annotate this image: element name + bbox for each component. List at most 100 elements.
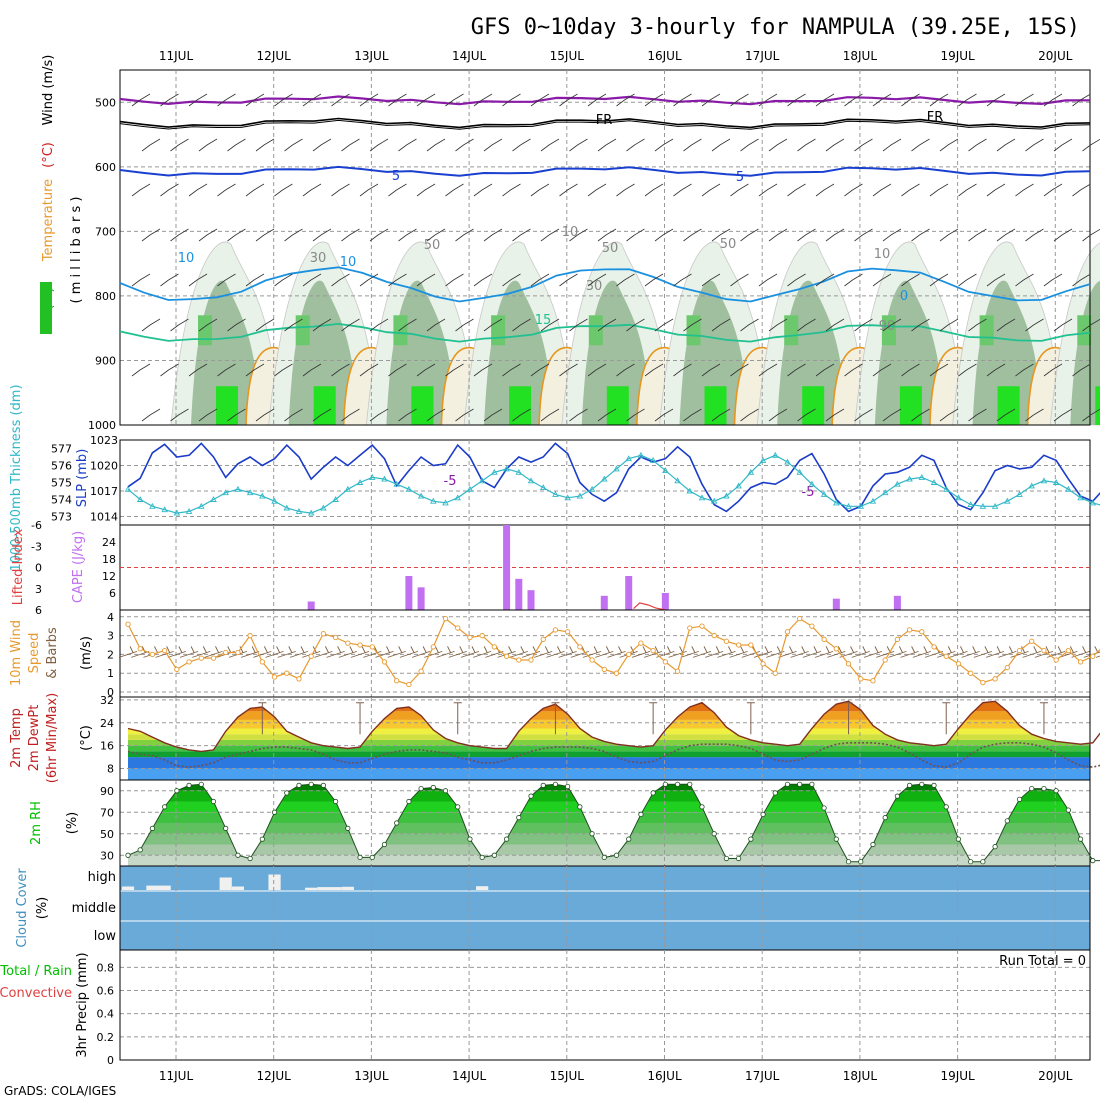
rh-marker (638, 811, 644, 818)
wind-barb (521, 646, 541, 658)
wind-barb (863, 646, 883, 658)
wind-barb (388, 363, 407, 377)
wind-barb (1053, 138, 1073, 152)
high-cloud-bar (476, 886, 489, 890)
wind-barb (483, 408, 503, 422)
wind-speed-marker (735, 642, 742, 648)
wind-speed-marker (406, 681, 412, 688)
thickness-marker (930, 479, 938, 485)
lifted-index-label: Lifted Index (11, 528, 26, 605)
precip-unit-label: 3hr Precip (mm) (75, 952, 90, 1057)
wind-barb (1043, 273, 1063, 287)
wind-barb (740, 318, 759, 332)
thickness-marker (161, 506, 168, 513)
min-max-marker (746, 702, 755, 735)
rh-shade (216, 386, 238, 425)
wind-barb (170, 408, 189, 422)
thickness-marker (918, 473, 926, 480)
temperature-tick: 16 (100, 740, 114, 753)
wind-speed-marker (296, 676, 302, 682)
wind-barb (160, 183, 179, 197)
contour-label: 50 (424, 238, 441, 253)
wind-barb (901, 363, 920, 377)
top-day-label: 16JUL (647, 49, 682, 63)
rh-shade (509, 386, 532, 425)
wind-barb (530, 273, 550, 287)
temperature-panel: 32 24 16 8 2m Temp 2m DewPt (6hr Min/Max) (°C) (9, 693, 1100, 783)
contour-label: 5 (392, 169, 400, 184)
wind-barb (160, 93, 179, 107)
wind-barb (483, 138, 503, 152)
wind-speed-marker (845, 661, 852, 667)
rh-marker (198, 781, 204, 787)
rh-marker (1053, 788, 1059, 794)
wind-barb (473, 183, 493, 197)
thickness-marker (857, 502, 865, 509)
wind-speed-marker (626, 651, 632, 658)
wind-barb (227, 138, 246, 152)
wind-barb (512, 228, 531, 242)
wind-barb (597, 138, 617, 152)
thickness-marker (1028, 482, 1035, 489)
wind-barb (717, 646, 736, 658)
wind-barb (341, 318, 360, 332)
thickness-marker (149, 502, 156, 509)
wind-barb (730, 93, 749, 107)
thickness-marker (674, 477, 681, 484)
wind-barb (359, 183, 379, 197)
wind-speed-marker (821, 636, 827, 642)
rh-marker (137, 847, 143, 853)
wind-speed-marker (1004, 664, 1010, 671)
wind-barb (255, 408, 275, 422)
wind-barb (312, 318, 332, 332)
wind-speed-marker (345, 640, 351, 646)
slp-label: SLP (mb) (75, 449, 90, 508)
rh-tick: 90 (100, 785, 114, 798)
wind-speed-panel: 4 3 2 1 0 10m Wind Speed & Barbs (m/s) (9, 609, 1100, 699)
wind-barb (961, 646, 980, 658)
wind-barb (341, 408, 360, 422)
thickness-marker (173, 509, 181, 516)
rh-marker (247, 855, 253, 862)
wind-barb (359, 273, 379, 287)
temperature-unit-label: (°C) (79, 725, 94, 751)
wind-barb (683, 408, 702, 422)
wind-barb (815, 183, 835, 197)
contour-label: 5 (736, 170, 744, 185)
rh-marker (455, 804, 461, 810)
thickness-marker (503, 465, 510, 472)
thickness-marker (234, 485, 242, 492)
wind-barb (740, 408, 759, 422)
wind-speed-marker (687, 625, 693, 631)
wind-barb (929, 273, 949, 287)
wind-barb (398, 318, 417, 332)
slp-line (127, 442, 1100, 513)
wind-barb (426, 408, 446, 422)
wind-barb (929, 93, 949, 107)
wind-barb (455, 318, 474, 332)
wind-barb (512, 318, 531, 332)
rh-tick: 50 (100, 828, 114, 841)
wind-barb (996, 138, 1016, 152)
cloud-level-label: middle (72, 901, 116, 916)
contour-label: 10 (178, 251, 195, 266)
wind-barb (986, 273, 1006, 287)
wind-barb (854, 318, 873, 332)
wind-barb (854, 138, 873, 152)
wind-barb (170, 228, 189, 242)
wind-barb (411, 646, 431, 658)
rh-band (128, 833, 1090, 845)
top-day-label: 13JUL (354, 49, 389, 63)
precip-tick: 0.4 (97, 1008, 115, 1021)
wind-barb (265, 646, 284, 658)
rh-shade (295, 315, 310, 346)
rh-marker (882, 815, 888, 821)
lifted-index-tick: 0 (35, 562, 42, 575)
high-cloud-bar (219, 877, 232, 890)
wind-barb (445, 93, 464, 107)
wind-barb (502, 363, 521, 377)
min-max-marker (649, 702, 658, 735)
rh-shade (979, 315, 994, 346)
wind-barb (996, 408, 1016, 422)
wind-barb (587, 363, 607, 377)
